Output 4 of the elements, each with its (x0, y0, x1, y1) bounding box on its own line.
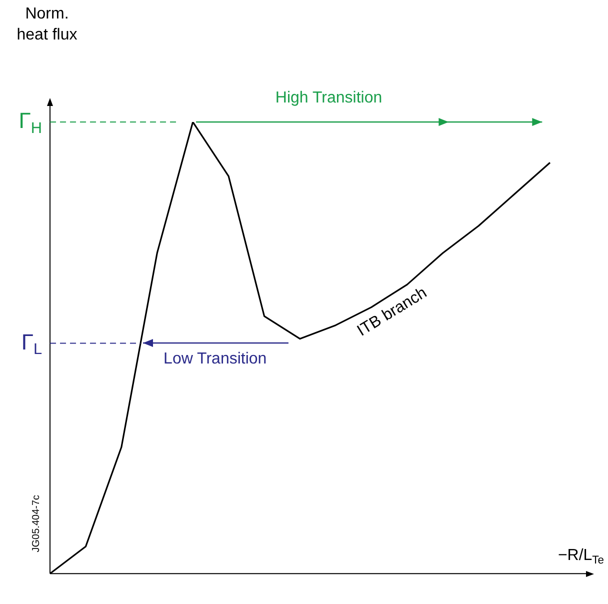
text: High Transition (275, 89, 382, 106)
text: JG05.404-7c (30, 494, 42, 552)
annotation: Low Transition (164, 350, 267, 368)
y-axis-title: Norm. heat flux (16, 5, 78, 44)
